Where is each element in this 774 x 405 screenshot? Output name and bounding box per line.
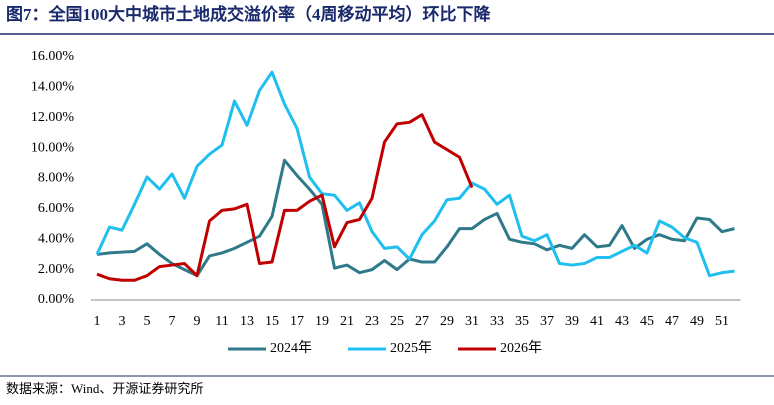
- y-tick-label: 12.00%: [31, 110, 75, 125]
- series-line: [95, 70, 735, 278]
- legend-label: 2026年: [500, 340, 542, 356]
- x-tick-label: 51: [715, 314, 729, 329]
- x-tick-label: 49: [690, 314, 704, 329]
- x-tick-label: 23: [365, 314, 379, 329]
- x-tick-label: 35: [515, 314, 529, 329]
- legend-label: 2025年: [390, 340, 432, 356]
- x-tick-label: 7: [169, 314, 176, 329]
- x-tick-label: 11: [215, 314, 228, 329]
- x-tick-label: 33: [490, 314, 504, 329]
- x-tick-label: 3: [119, 314, 126, 329]
- y-tick-label: 14.00%: [31, 80, 75, 95]
- y-tick-label: 6.00%: [38, 201, 75, 216]
- x-tick-label: 39: [565, 314, 579, 329]
- x-tick-label: 29: [440, 314, 454, 329]
- x-tick-label: 25: [390, 314, 404, 329]
- series-line: [96, 113, 474, 282]
- y-tick-label: 10.00%: [31, 140, 75, 155]
- x-tick-label: 43: [615, 314, 629, 329]
- series-line: [96, 158, 735, 278]
- y-tick-label: 8.00%: [38, 171, 75, 186]
- x-tick-label: 27: [415, 314, 429, 329]
- x-tick-label: 21: [340, 314, 354, 329]
- x-tick-label: 5: [144, 314, 151, 329]
- x-tick-label: 41: [590, 314, 604, 329]
- legend-label: 2024年: [270, 340, 312, 356]
- source: 数据来源：Wind、开源证券研究所: [6, 381, 203, 396]
- x-tick-label: 45: [640, 314, 654, 329]
- x-tick-label: 37: [540, 314, 554, 329]
- y-tick-label: 2.00%: [38, 262, 75, 277]
- x-tick-label: 19: [315, 314, 329, 329]
- x-tick-label: 31: [465, 314, 479, 329]
- chart-title: 图7：全国100大中城市土地成交溢价率（4周移动平均）环比下降: [6, 4, 491, 24]
- y-tick-label: 16.00%: [31, 49, 75, 64]
- x-tick-label: 13: [240, 314, 254, 329]
- x-tick-label: 17: [290, 314, 304, 329]
- y-tick-label: 0.00%: [38, 292, 75, 307]
- x-tick-label: 15: [265, 314, 279, 329]
- x-tick-label: 47: [665, 314, 679, 329]
- y-tick-label: 4.00%: [38, 231, 75, 246]
- x-tick-label: 1: [94, 314, 101, 329]
- x-tick-label: 9: [194, 314, 201, 329]
